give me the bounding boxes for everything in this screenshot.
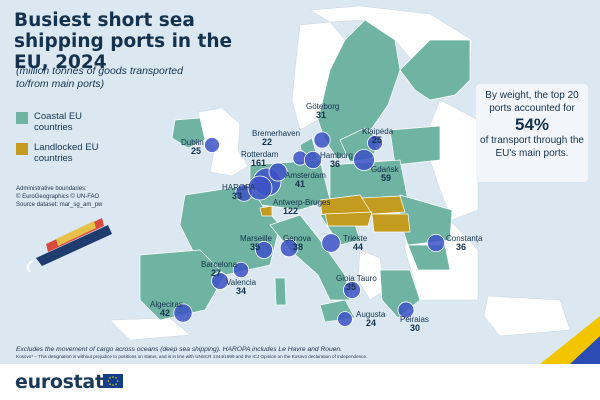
port-bubble <box>353 149 375 171</box>
port-name-label: Genova <box>283 234 312 243</box>
callout-after: of transport through the EU's main ports… <box>480 135 584 159</box>
port-bubble <box>426 233 446 253</box>
port-bubble <box>321 233 341 253</box>
port-bubble <box>232 261 250 279</box>
port-value-label: 35 <box>346 282 356 292</box>
port-name-label: Gdańsk <box>371 165 400 174</box>
page-title: Busiest short sea shipping ports in the … <box>14 10 233 73</box>
port-name-label: Peiraias <box>400 315 429 324</box>
port-value-label: 122 <box>283 206 298 216</box>
port-bubble <box>279 238 299 258</box>
port-name-label: Klaipėda <box>362 127 394 136</box>
port-value-label: 35 <box>250 242 260 252</box>
port-name-label: Algeciras <box>150 300 183 309</box>
ship-illustration <box>26 218 112 273</box>
port-name-label: Antwerp-Bruges <box>273 198 330 207</box>
port-value-label: 44 <box>353 242 363 252</box>
port-bubble <box>204 137 220 153</box>
port-name-label: Bremerhaven <box>252 129 300 138</box>
port-value-label: 34 <box>236 286 246 296</box>
port-labels: Göteborg31Klaipėda25Dublin25Bremerhaven2… <box>150 102 483 333</box>
eu-flag-icon <box>103 374 123 388</box>
footnote: Excludes the movement of cargo across oc… <box>16 345 576 360</box>
port-name-label: Göteborg <box>306 102 339 111</box>
port-bubbles <box>173 131 446 327</box>
legend-swatch-coastal <box>16 112 28 124</box>
port-value-label: 41 <box>295 179 305 189</box>
page-subtitle: (million tonnes of goods transported to/… <box>16 65 183 90</box>
port-name-label: Valencia <box>226 278 257 287</box>
port-bubble <box>173 303 193 323</box>
port-name-label: Dublin <box>181 138 204 147</box>
port-name-label: Barcelona <box>201 260 238 269</box>
port-bubble <box>397 301 415 319</box>
port-bubble <box>313 131 331 149</box>
port-value-label: 27 <box>211 268 221 278</box>
eurostat-logo: eurostat <box>15 371 104 393</box>
port-value-label: 42 <box>160 308 170 318</box>
port-value-label: 36 <box>456 242 466 252</box>
port-name-label: Trieste <box>343 234 368 243</box>
port-name-label: Hamburg <box>320 151 353 160</box>
source-line-copyright: © EuroGeographics © UN-FAO <box>16 194 100 200</box>
callout-box: By weight, the top 20 ports accounted fo… <box>476 84 588 182</box>
source-line-dataset: Source dataset: mar_sg_am_pw <box>16 202 103 208</box>
port-value-label: 30 <box>410 323 420 333</box>
port-name-label: Amsterdam <box>285 171 326 180</box>
port-value-label: 22 <box>262 137 272 147</box>
footer-bar: eurostat <box>0 364 600 400</box>
port-bubble <box>343 281 361 299</box>
legend-label-landlocked: Landlocked EU countries <box>34 142 99 164</box>
accent-blue <box>570 336 600 364</box>
footnote-main: Excludes the movement of cargo across oc… <box>16 346 343 353</box>
port-name-label: Constanța <box>446 234 483 243</box>
port-name-label: HAROPA <box>222 183 256 192</box>
port-bubble <box>268 162 288 182</box>
port-value-label: 59 <box>381 173 391 183</box>
port-name-label: Marseille <box>240 234 273 243</box>
port-value-label: 25 <box>191 146 201 156</box>
landlocked-eu-land <box>259 194 411 233</box>
port-bubble <box>247 175 273 201</box>
source-line-boundaries: Administrative boundaries: <box>16 186 87 192</box>
port-bubble <box>255 241 273 259</box>
port-value-label: 33 <box>232 191 242 201</box>
port-value-label: 36 <box>330 159 340 169</box>
source-note: Administrative boundaries: © EuroGeograp… <box>16 185 156 209</box>
port-bubble <box>303 150 323 170</box>
legend-item-landlocked: Landlocked EU countries <box>16 142 114 164</box>
legend-swatch-landlocked <box>16 143 28 155</box>
port-name-label: Rotterdam <box>241 150 279 159</box>
legend-label-coastal: Coastal EU countries <box>34 111 83 133</box>
port-value-label: 161 <box>251 158 266 168</box>
port-value-label: 25 <box>372 135 382 145</box>
port-value-label: 24 <box>366 318 376 328</box>
callout-before: By weight, the top 20 ports accounted fo… <box>485 90 579 114</box>
port-name-label: Augusta <box>356 310 386 319</box>
footnote-kosovo: Kosovo* – This designation is without pr… <box>16 354 368 359</box>
coastal-eu-land <box>139 19 471 323</box>
port-value-label: 31 <box>316 110 326 120</box>
port-name-label: Gioia Tauro <box>336 274 377 283</box>
callout-highlight: 54% <box>514 115 550 134</box>
port-bubble <box>367 135 383 151</box>
port-bubble <box>211 272 229 290</box>
port-value-label: 38 <box>293 242 303 252</box>
legend-item-coastal: Coastal EU countries <box>16 111 114 133</box>
port-bubble <box>337 311 353 327</box>
